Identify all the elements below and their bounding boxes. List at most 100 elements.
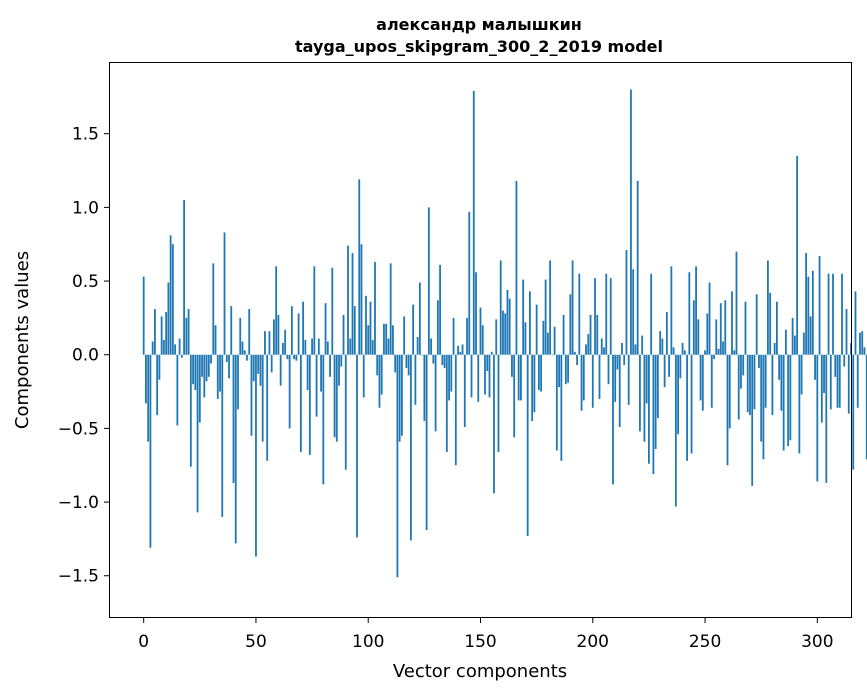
bar-197 (585, 344, 587, 355)
bar-232 (663, 354, 666, 388)
bar-49 (252, 354, 255, 382)
bar-311 (841, 273, 843, 355)
bar-94 (353, 306, 356, 355)
bar-147 (472, 90, 475, 355)
bar-124 (421, 354, 424, 356)
bar-112 (394, 354, 397, 373)
bar-131 (436, 300, 439, 355)
bar-255 (715, 319, 718, 355)
bar-180 (546, 332, 549, 355)
bar-240 (681, 342, 684, 355)
bar-145 (468, 211, 471, 355)
bar-79 (320, 354, 322, 392)
bar-21 (189, 354, 192, 467)
bar-218 (632, 269, 635, 355)
bar-257 (719, 303, 722, 355)
bar-289 (791, 317, 794, 355)
bar-207 (607, 354, 610, 385)
bar-269 (746, 354, 749, 413)
x-tick-label: 0 (138, 632, 149, 652)
bar-276 (762, 354, 765, 460)
bar-111 (392, 325, 394, 355)
bar-235 (670, 266, 673, 355)
bar-42 (237, 354, 239, 410)
bar-192 (573, 351, 576, 355)
bar-312 (843, 354, 846, 367)
bar-19 (185, 317, 188, 355)
bar-287 (787, 354, 790, 447)
plot-frame (109, 62, 852, 618)
bar-285 (782, 354, 785, 451)
bar-34 (219, 354, 221, 392)
bar-268 (744, 301, 747, 355)
bar-106 (380, 354, 383, 395)
bar-262 (731, 291, 733, 355)
y-axis-label: Components values (12, 251, 33, 429)
bar-63 (284, 329, 287, 355)
bar-238 (677, 354, 679, 435)
bar-248 (699, 354, 702, 401)
bar-206 (605, 273, 608, 355)
bar-58 (273, 319, 275, 355)
bar-83 (329, 354, 331, 377)
bar-318 (856, 354, 859, 408)
bar-277 (764, 354, 767, 408)
bar-50 (255, 354, 257, 557)
bar-182 (551, 354, 554, 356)
bar-217 (630, 89, 632, 355)
bar-33 (216, 354, 219, 399)
bar-183 (553, 326, 556, 355)
bar-25 (198, 354, 201, 423)
bar-293 (800, 354, 803, 395)
bar-88 (340, 354, 343, 367)
chart-title-line1: александр малышкин (376, 15, 582, 34)
bar-320 (861, 331, 864, 355)
bar-26 (201, 354, 203, 377)
bar-67 (293, 354, 296, 360)
bar-158 (497, 354, 500, 452)
bar-306 (829, 354, 832, 410)
bar-179 (544, 279, 547, 355)
bar-264 (735, 251, 738, 355)
bar-24 (196, 354, 199, 513)
bar-125 (423, 354, 426, 422)
bar-302 (820, 354, 823, 423)
bar-221 (639, 354, 641, 432)
bar-291 (796, 155, 799, 355)
bar-118 (407, 354, 410, 376)
bar-231 (661, 338, 664, 355)
bar-128 (430, 338, 432, 355)
bar-205 (603, 347, 605, 355)
bar-150 (479, 307, 482, 355)
bar-274 (758, 354, 760, 368)
bar-228 (654, 354, 657, 450)
bar-114 (398, 354, 401, 442)
bar-316 (852, 354, 855, 470)
bar-309 (836, 354, 839, 408)
bar-123 (418, 282, 421, 355)
bar-259 (724, 300, 727, 355)
bar-13 (171, 244, 174, 355)
y-tick-label: 0.5 (72, 272, 99, 292)
bar-91 (347, 245, 349, 355)
bar-127 (427, 207, 430, 355)
bar-48 (250, 354, 253, 436)
bar-244 (690, 354, 693, 454)
bar-265 (737, 354, 740, 420)
bar-23 (194, 354, 197, 391)
bar-29 (207, 354, 210, 377)
bar-189 (567, 354, 569, 383)
bar-98 (362, 354, 365, 398)
bar-87 (338, 354, 340, 386)
bar-225 (648, 354, 650, 464)
y-tick-label: 1.5 (72, 125, 99, 145)
bar-72 (304, 340, 307, 355)
bar-216 (627, 354, 630, 405)
bar-9 (162, 340, 165, 355)
bar-234 (668, 354, 671, 377)
bar-159 (499, 260, 502, 355)
bar-313 (845, 309, 848, 355)
bar-281 (773, 342, 776, 355)
bar-261 (728, 354, 731, 429)
bar-52 (259, 354, 262, 386)
